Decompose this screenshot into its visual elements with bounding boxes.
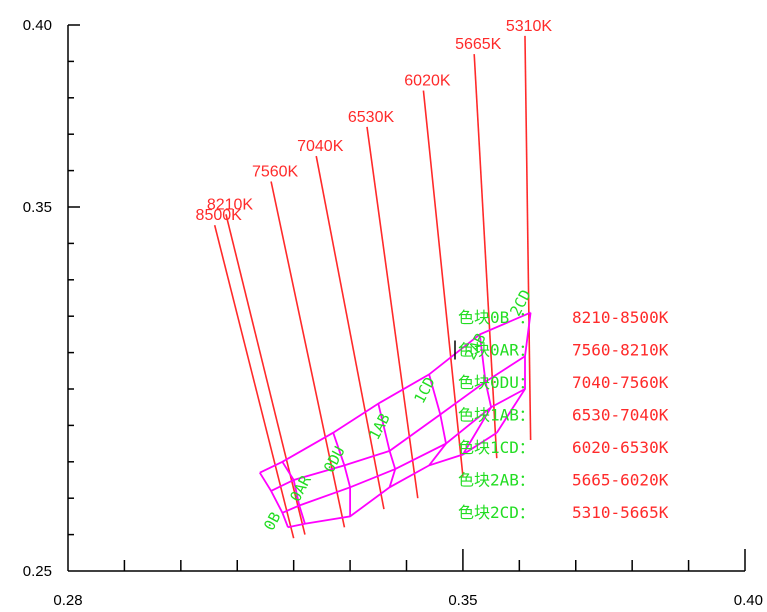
legend-bin-name: 色块1AB： [458,406,535,425]
legend-bin-name: 色块1CD： [458,438,535,457]
legend-bin-range: 6530-7040K [572,406,669,425]
bin-edge-line [281,461,306,524]
y-tick-label: 0.35 [23,199,52,216]
cct-label: 5310K [506,18,553,35]
y-tick-label: 0.40 [23,17,52,34]
cct-label: 8210K [207,196,254,213]
bin-edge-line [496,312,532,434]
bin-edge-line [428,374,447,466]
legend-bin-name: 色块2CD： [458,503,535,522]
legend-bin-range: 5665-6020K [572,471,669,490]
color-bin-grid [259,311,532,529]
cct-label: 7560K [252,164,299,181]
cct-label: 6530K [348,109,395,126]
legend-bin-range: 7040-7560K [572,373,669,392]
bin-edge-line [462,334,493,455]
bin-edge-line [377,403,397,488]
cct-isotherm-line [524,35,532,440]
legend-bin-name: 色块0AR： [458,341,535,360]
legend-bin-range: 7560-8210K [572,341,669,360]
cct-isotherm-line [473,54,498,459]
legend-bin-range: 6020-6530K [572,438,669,457]
y-tick-label: 0.25 [23,563,52,580]
x-tick-label: 0.28 [53,592,82,609]
legend-bin-name: 色块2AB： [458,471,535,490]
cct-isotherm-line [315,155,385,510]
x-tick-label: 0.35 [448,592,477,609]
bin-edge-line [259,472,289,528]
cct-isotherm-line [366,126,419,499]
legend-bin-range: 8210-8500K [572,308,669,327]
bin-label: 0B [260,509,284,533]
bin-label: 1CD [410,374,439,406]
cct-label: 5665K [455,36,502,53]
cct-label: 6020K [404,73,451,90]
bin-edge-line [332,432,352,517]
cct-isotherm-line [213,225,295,539]
legend-bin-name: 色块0DU： [458,373,535,392]
legend-bin-range: 5310-5665K [572,503,669,522]
legend: 色块0B ： 8210-8500K 色块0AR： 7560-8210K 色块0DU： 70… [454,308,669,522]
cct-label: 7040K [297,138,344,155]
x-tick-label: 0.40 [734,592,763,609]
cct-isotherm-line [422,90,464,477]
legend-bin-name: 色块0B ： [458,308,535,327]
cct-label: 8500K [196,207,243,224]
axes: 0.28 0.35 0.40 0.25 0.35 0.40 [23,17,763,609]
